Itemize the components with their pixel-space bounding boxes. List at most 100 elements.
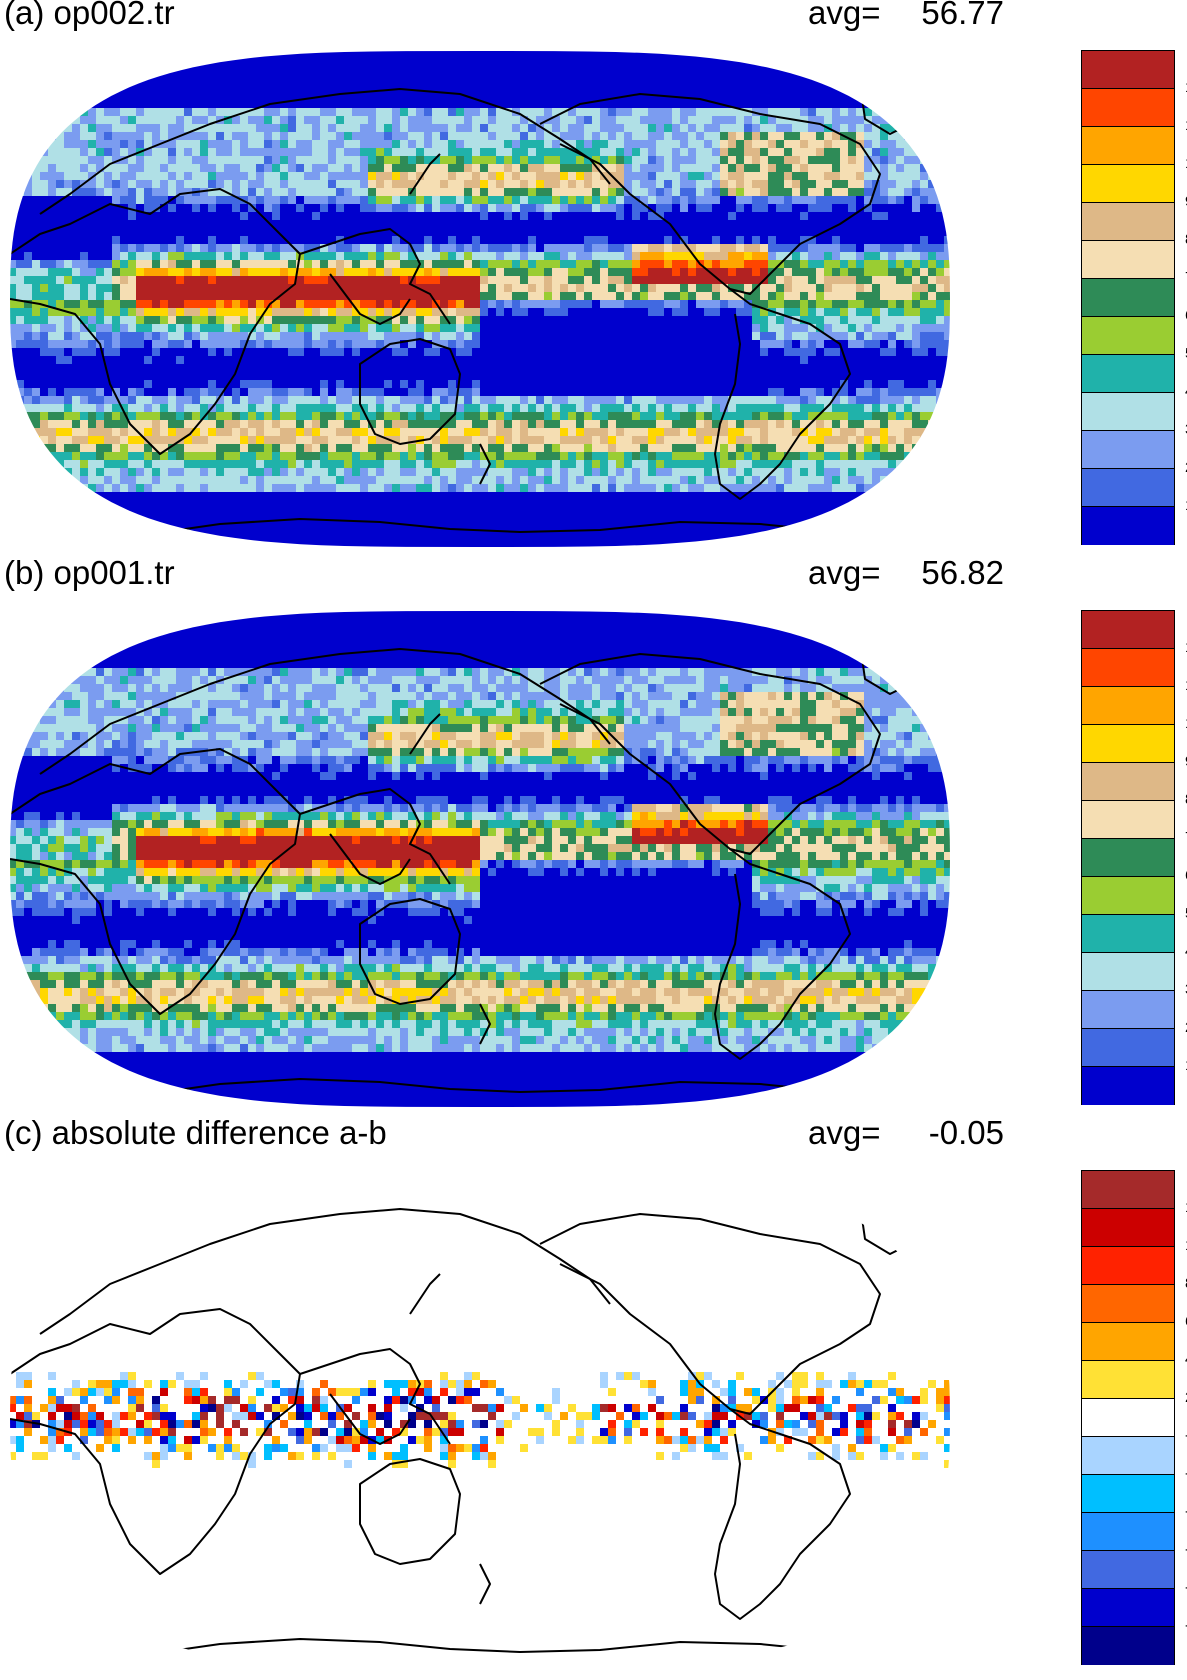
field-cell [872,172,880,180]
field-cell [928,51,936,52]
field-cell [168,172,176,180]
field-cell [568,284,576,292]
field-cell [648,164,656,172]
field-cell [560,100,568,108]
field-cell [768,51,776,52]
field-cell [648,68,656,76]
field-cell [776,172,784,180]
field-cell [640,236,648,244]
field-cell [584,140,592,148]
field-cell [896,260,904,268]
field-cell [848,172,856,180]
field-cell [184,372,192,380]
field-cell [808,244,816,252]
field-cell [632,268,640,276]
field-cell [48,196,56,204]
field-cell [744,316,752,324]
field-cell [712,116,720,124]
field-cell [648,340,656,348]
field-cell [752,324,760,332]
field-cell [256,172,264,180]
field-cell [336,348,344,356]
field-cell [16,212,24,220]
field-cell [488,332,496,340]
field-cell [608,292,616,300]
field-cell [600,180,608,188]
field-cell [112,76,120,84]
field-cell [72,308,80,316]
field-cell [48,148,56,156]
field-cell [80,220,88,228]
field-cell [272,52,280,60]
field-cell [712,292,720,300]
field-cell [10,116,16,124]
field-cell [576,116,584,124]
field-cell [576,76,584,84]
field-cell [728,100,736,108]
field-cell [40,308,48,316]
field-cell [688,340,696,348]
field-cell [224,356,232,364]
field-cell [680,220,688,228]
field-cell [752,204,760,212]
field-cell [776,196,784,204]
field-cell [312,252,320,260]
field-cell [928,52,936,60]
field-cell [416,156,424,164]
field-cell [600,244,608,252]
field-cell [136,116,144,124]
field-cell [344,292,352,300]
field-cell [904,188,912,196]
field-cell [856,212,864,220]
field-cell [824,60,832,68]
field-cell [184,212,192,220]
field-cell [224,76,232,84]
field-cell [608,60,616,68]
field-cell [872,268,880,276]
field-cell [296,52,304,60]
field-cell [336,51,344,52]
field-cell [0,60,8,68]
field-cell [888,324,896,332]
field-cell [40,196,48,204]
field-cell [336,300,344,308]
field-cell [792,132,800,140]
field-cell [496,244,504,252]
field-cell [56,204,64,212]
field-cell [616,244,624,252]
field-cell [488,228,496,236]
field-cell [656,332,664,340]
field-cell [136,268,144,276]
field-cell [360,92,368,100]
field-cell [936,148,944,156]
field-cell [232,164,240,172]
field-cell [368,292,376,300]
field-cell [464,188,472,196]
field-cell [424,156,432,164]
field-cell [640,156,648,164]
field-cell [504,132,512,140]
field-cell [672,148,680,156]
field-cell [216,340,224,348]
field-cell [560,236,568,244]
field-cell [728,276,736,284]
field-cell [240,260,248,268]
field-cell [64,164,72,172]
field-cell [512,284,520,292]
field-cell [488,108,496,116]
field-cell [224,180,232,188]
field-cell [304,52,312,60]
field-cell [496,164,504,172]
field-cell [952,196,960,204]
field-cell [464,68,472,76]
field-cell [128,268,136,276]
field-cell [536,172,544,180]
field-cell [704,236,712,244]
field-cell [240,100,248,108]
field-cell [120,260,128,268]
field-cell [144,292,152,300]
field-cell [952,52,960,60]
field-cell [488,212,496,220]
field-cell [456,308,464,316]
field-cell [152,100,160,108]
